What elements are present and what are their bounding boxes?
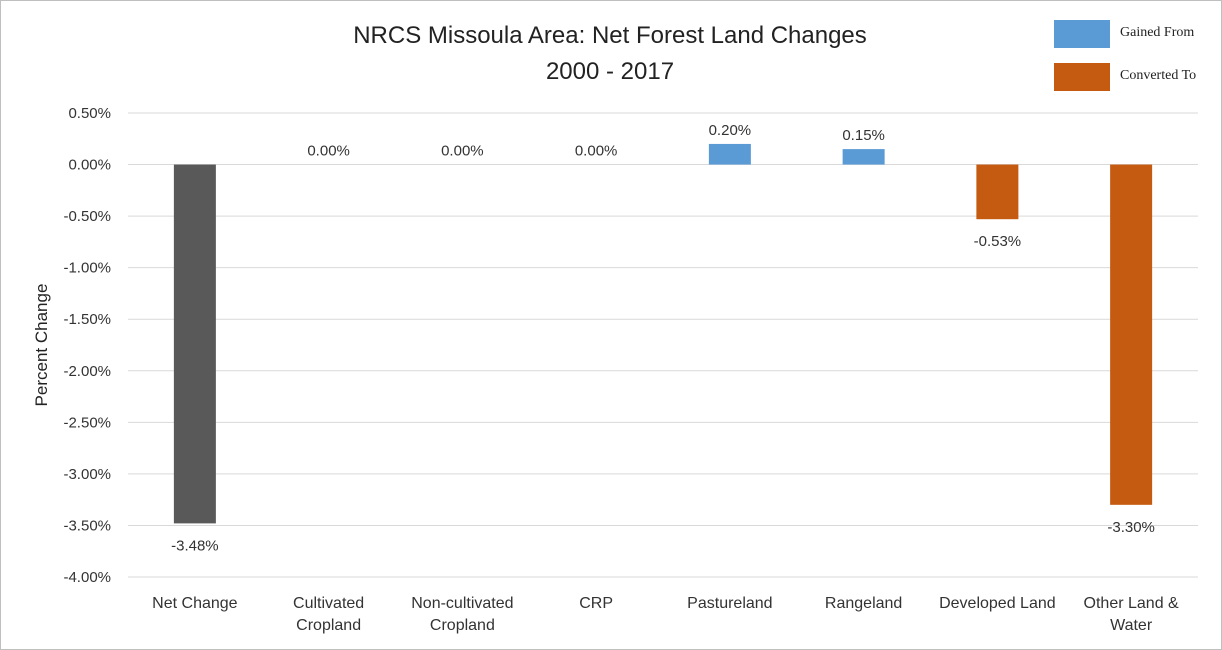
chart-title: NRCS Missoula Area: Net Forest Land Chan… bbox=[353, 22, 867, 49]
legend-swatch-gained-from bbox=[1054, 20, 1110, 48]
data-label: 0.15% bbox=[842, 127, 885, 144]
legend-swatch-converted-to bbox=[1054, 63, 1110, 91]
bar bbox=[1110, 164, 1153, 505]
legend-label-converted-to: Converted To bbox=[1120, 68, 1197, 83]
y-tick-label: -1.50% bbox=[63, 311, 111, 328]
x-tick-label: Water bbox=[1110, 617, 1153, 634]
data-label: 0.20% bbox=[709, 122, 752, 139]
x-tick-label: Cropland bbox=[296, 617, 361, 634]
data-label: -0.53% bbox=[974, 233, 1022, 250]
bar bbox=[173, 164, 216, 524]
bar bbox=[842, 149, 885, 165]
y-tick-label: 0.00% bbox=[68, 157, 111, 174]
y-tick-label: -2.00% bbox=[63, 363, 111, 380]
y-tick-label: -1.00% bbox=[63, 260, 111, 277]
x-tick-label: CRP bbox=[579, 595, 613, 612]
y-tick-label: 0.50% bbox=[68, 105, 111, 122]
data-label: 0.00% bbox=[575, 143, 618, 160]
legend-label-gained-from: Gained From bbox=[1120, 25, 1195, 40]
x-tick-label: Developed Land bbox=[939, 595, 1056, 612]
bar bbox=[976, 164, 1019, 220]
y-tick-label: -0.50% bbox=[63, 208, 111, 225]
bar bbox=[708, 143, 751, 165]
y-tick-label: -4.00% bbox=[63, 569, 111, 586]
x-tick-label: Pastureland bbox=[687, 595, 772, 612]
x-tick-label: Net Change bbox=[152, 595, 237, 612]
x-tick-label: Cultivated bbox=[293, 595, 364, 612]
y-tick-label: -3.00% bbox=[63, 466, 111, 483]
y-tick-label: -2.50% bbox=[63, 414, 111, 431]
data-label: -3.48% bbox=[171, 537, 219, 554]
data-label: 0.00% bbox=[307, 143, 350, 160]
x-tick-label: Other Land & bbox=[1084, 595, 1180, 612]
data-label: 0.00% bbox=[441, 143, 484, 160]
x-tick-label: Rangeland bbox=[825, 595, 902, 612]
data-label: -3.30% bbox=[1107, 519, 1155, 536]
chart-subtitle: 2000 - 2017 bbox=[545, 58, 675, 85]
y-tick-label: -3.50% bbox=[63, 517, 111, 534]
x-tick-label: Non-cultivated bbox=[411, 595, 513, 612]
x-tick-label: Cropland bbox=[430, 617, 495, 634]
